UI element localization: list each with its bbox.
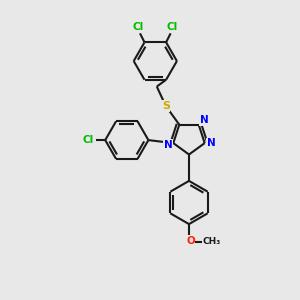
Text: S: S bbox=[162, 101, 170, 111]
Text: Cl: Cl bbox=[133, 22, 144, 32]
Text: Cl: Cl bbox=[82, 135, 93, 145]
Text: N: N bbox=[207, 138, 216, 148]
Text: N: N bbox=[164, 140, 172, 150]
Text: Cl: Cl bbox=[167, 22, 178, 32]
Text: CH₃: CH₃ bbox=[202, 237, 220, 246]
Text: O: O bbox=[186, 236, 195, 247]
Text: N: N bbox=[200, 115, 208, 125]
